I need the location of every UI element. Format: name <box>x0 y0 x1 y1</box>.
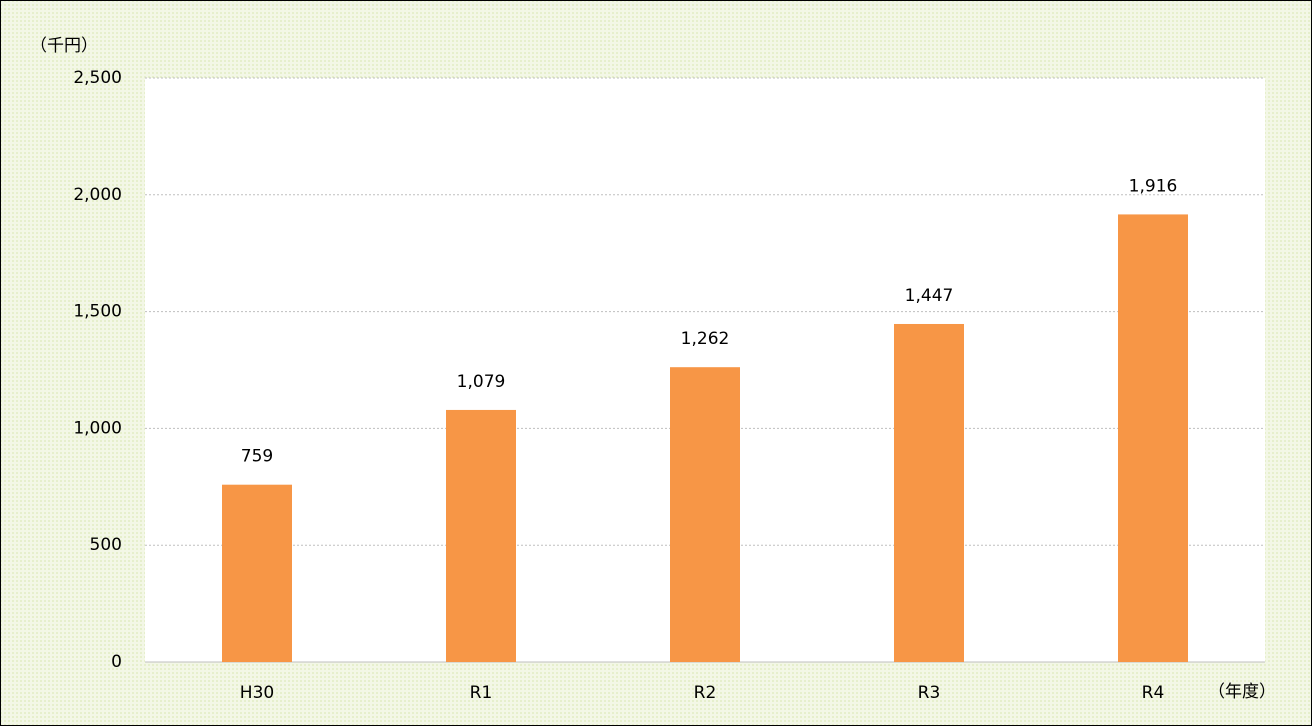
data-label: 1,262 <box>681 329 730 349</box>
data-label: 1,916 <box>1129 176 1178 196</box>
x-tick-label: R2 <box>694 683 717 703</box>
y-tick-label: 2,500 <box>73 68 122 88</box>
y-tick-label: 1,500 <box>73 302 122 322</box>
bar <box>1118 214 1188 662</box>
y-tick-label: 1,000 <box>73 418 122 438</box>
y-tick-label: 500 <box>90 535 122 555</box>
data-label: 759 <box>241 447 273 467</box>
y-tick-label: 2,000 <box>73 185 122 205</box>
x-tick-label: H30 <box>240 683 274 703</box>
bar <box>894 323 964 662</box>
bar <box>446 409 516 662</box>
x-tick-label: R1 <box>470 683 493 703</box>
x-unit: （年度） <box>1208 682 1276 702</box>
y-tick-label: 0 <box>111 652 122 672</box>
bar <box>222 484 292 662</box>
x-tick-label: R4 <box>1142 683 1165 703</box>
data-label: 1,447 <box>905 286 954 306</box>
y-unit: （千円） <box>30 36 98 56</box>
bar <box>670 367 740 662</box>
data-label: 1,079 <box>457 372 506 392</box>
x-tick-label: R3 <box>918 683 941 703</box>
